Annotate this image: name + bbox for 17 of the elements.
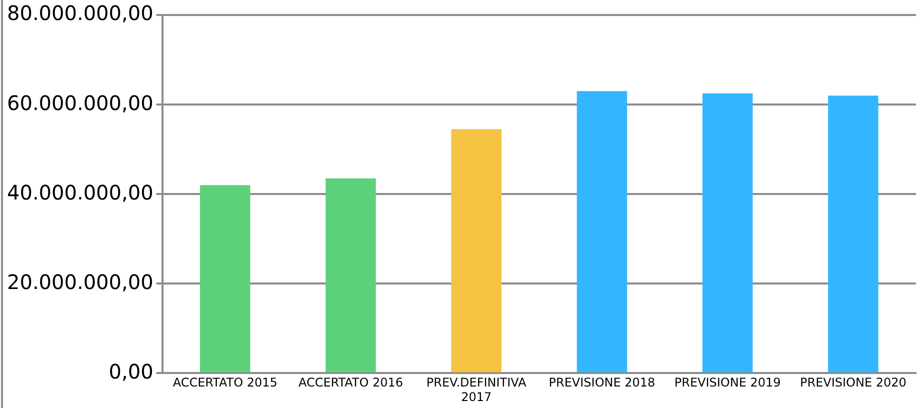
bar bbox=[326, 178, 376, 372]
y-tick-label: 40.000.000,00 bbox=[6, 180, 154, 204]
bar bbox=[702, 93, 753, 372]
bar bbox=[200, 185, 250, 372]
y-tick-label: 20.000.000,00 bbox=[6, 270, 154, 294]
x-tick-label: PREVISIONE 2019 bbox=[674, 376, 781, 390]
x-tick-label: ACCERTATO 2016 bbox=[298, 376, 404, 390]
x-tick-label: ACCERTATO 2015 bbox=[172, 376, 278, 390]
y-tick-label: 60.000.000,00 bbox=[6, 90, 154, 115]
bar bbox=[576, 91, 628, 372]
x-tick-label: PREVISIONE 2018 bbox=[548, 376, 656, 390]
y-tick-label: 0,00 bbox=[108, 359, 154, 384]
x-tick-label: PREV.DEFINITIVA 2017 bbox=[426, 376, 528, 404]
bar bbox=[828, 96, 878, 372]
x-tick-label: PREVISIONE 2020 bbox=[800, 376, 906, 390]
y-tick-label: 80.000.000,00 bbox=[6, 1, 154, 26]
bar bbox=[451, 129, 502, 372]
